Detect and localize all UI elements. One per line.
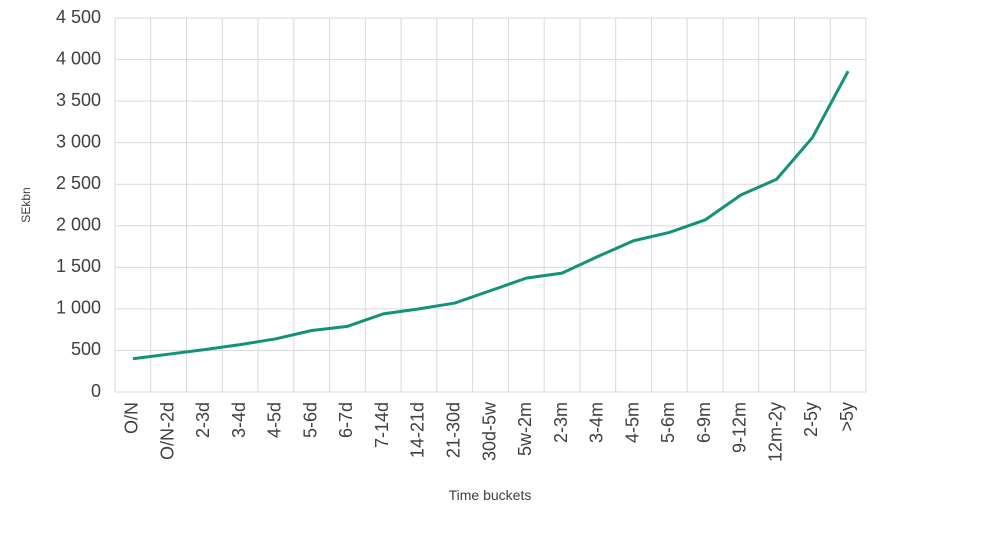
x-tick-label: 6-9m	[694, 402, 714, 443]
x-tick-label: 9-12m	[730, 402, 750, 453]
y-tick-label: 4 500	[56, 7, 101, 27]
y-tick-label: 4 000	[56, 48, 101, 68]
y-tick-label: 2 000	[56, 215, 101, 235]
x-tick-label: 14-21d	[408, 402, 428, 458]
x-tick-label: O/N-2d	[157, 402, 177, 460]
line-series	[132, 70, 850, 361]
x-tick-label: 3-4d	[229, 402, 249, 438]
x-tick-label: 12m-2y	[765, 402, 785, 462]
x-tick-label: >5y	[837, 402, 857, 432]
x-tick-label: 30d-5w	[479, 401, 499, 461]
x-axis-title: Time buckets	[449, 487, 532, 503]
x-tick-label: 2-3m	[551, 402, 571, 443]
y-tick-label: 3 500	[56, 90, 101, 110]
x-tick-label: 2-3d	[193, 402, 213, 438]
y-tick-label: 1 000	[56, 298, 101, 318]
y-tick-label: 3 000	[56, 131, 101, 151]
x-tick-label: 21-30d	[443, 402, 463, 458]
x-tick-label: 5w-2m	[515, 402, 535, 456]
x-tick-label: 5-6d	[300, 402, 320, 438]
y-tick-label: 500	[71, 339, 101, 359]
x-tick-label: 2-5y	[801, 402, 821, 437]
x-tick-label: 6-7d	[336, 402, 356, 438]
x-tick-label: 3-4m	[587, 402, 607, 443]
y-tick-label: 2 500	[56, 173, 101, 193]
y-tick-label: 0	[91, 381, 101, 401]
x-tick-label: 4-5m	[622, 402, 642, 443]
x-tick-label: 4-5d	[265, 402, 285, 438]
x-tick-label: 7-14d	[372, 402, 392, 448]
y-tick-label: 1 500	[56, 256, 101, 276]
y-axis-title: SEkbn	[19, 187, 33, 222]
x-tick-label: 5-6m	[658, 402, 678, 443]
x-tick-label: O/N	[122, 402, 142, 434]
